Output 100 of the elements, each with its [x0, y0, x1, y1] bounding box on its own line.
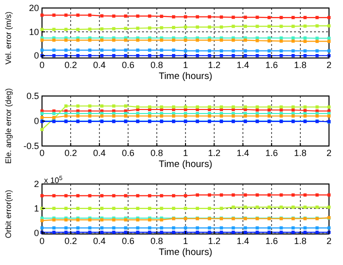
point — [280, 114, 283, 118]
point — [196, 230, 200, 234]
point — [256, 206, 259, 209]
point — [172, 230, 176, 234]
point — [160, 230, 164, 234]
point — [232, 114, 235, 118]
point — [280, 49, 283, 52]
point — [232, 16, 235, 19]
point — [136, 54, 140, 58]
point — [232, 49, 235, 52]
point — [208, 230, 212, 234]
point — [303, 206, 307, 209]
x-tick-label: 1.2 — [208, 148, 220, 158]
point — [280, 206, 283, 209]
point — [268, 24, 271, 28]
point — [315, 206, 319, 209]
point — [88, 226, 92, 230]
point — [148, 194, 152, 198]
point — [100, 230, 104, 234]
point — [256, 114, 259, 118]
point — [100, 226, 104, 230]
x-tick-label: 1.6 — [265, 148, 278, 158]
point — [88, 14, 92, 17]
x-tick-label: 1 — [182, 148, 188, 158]
point — [268, 226, 271, 230]
point — [268, 206, 271, 209]
x-tick-label: 0.2 — [64, 148, 77, 158]
point — [124, 104, 128, 108]
x-tick-label: 0.2 — [64, 60, 77, 70]
x-tick-label: 0.8 — [150, 60, 164, 70]
point — [268, 16, 271, 20]
point — [100, 48, 104, 52]
y-axis-title: Orbit error(m) — [4, 189, 13, 238]
x-tick-label: 0.4 — [93, 236, 106, 246]
y-tick-label: 20 — [28, 3, 39, 13]
point — [124, 230, 128, 234]
point — [268, 105, 271, 109]
point — [280, 230, 283, 234]
point — [327, 40, 331, 43]
point — [136, 114, 140, 118]
point — [280, 105, 283, 109]
annotation: x 10$^{5}$ — [44, 175, 64, 185]
point — [124, 206, 128, 210]
point — [112, 226, 116, 230]
point — [136, 230, 140, 234]
point — [220, 230, 223, 234]
x-tick-label: 0.2 — [64, 236, 77, 246]
point — [136, 26, 140, 30]
point — [244, 54, 247, 58]
point — [268, 49, 271, 52]
point — [244, 16, 247, 19]
point — [268, 193, 271, 197]
point — [280, 108, 283, 112]
point — [88, 48, 92, 52]
y-tick-label: 0 — [34, 116, 39, 126]
point — [88, 230, 92, 234]
y-axis-title: Ele. angle error (deg) — [4, 88, 13, 164]
point — [124, 226, 128, 230]
point — [112, 230, 116, 234]
point — [172, 15, 176, 18]
point — [244, 226, 247, 230]
point — [100, 54, 104, 58]
y-tick-label: 2 — [34, 179, 39, 189]
y-tick-label: 1 — [34, 203, 39, 214]
x-tick-label: 1 — [182, 236, 188, 246]
y-tick-label: 0 — [34, 228, 39, 238]
point — [184, 194, 188, 198]
point — [76, 194, 80, 198]
x-tick-label: 1.4 — [236, 148, 250, 158]
point — [160, 14, 164, 18]
point — [112, 38, 116, 42]
point — [52, 230, 56, 234]
y-tick-label: 0 — [34, 50, 39, 61]
y-tick-label: 0.5 — [26, 91, 39, 101]
point — [244, 49, 247, 52]
point — [268, 114, 271, 118]
x-tick-label: 2 — [326, 148, 332, 158]
point — [100, 114, 104, 118]
point — [112, 48, 116, 52]
point — [244, 24, 247, 28]
point — [124, 48, 128, 52]
point — [280, 54, 283, 58]
point — [244, 230, 247, 234]
point — [256, 39, 259, 42]
point — [124, 26, 128, 30]
x-tick-label: 0.6 — [122, 60, 134, 70]
x-tick-label: 1.6 — [265, 236, 278, 246]
point — [64, 194, 68, 198]
point — [76, 230, 80, 234]
point — [292, 24, 295, 28]
point — [100, 38, 104, 42]
point — [88, 194, 92, 198]
point — [244, 105, 247, 109]
point — [268, 54, 271, 58]
x-tick-label: 1 — [182, 60, 188, 70]
x-tick-label: 1.8 — [294, 148, 307, 158]
x-tick-label: 1.4 — [236, 60, 250, 70]
point — [136, 194, 140, 198]
point — [256, 24, 259, 28]
point — [136, 48, 140, 52]
